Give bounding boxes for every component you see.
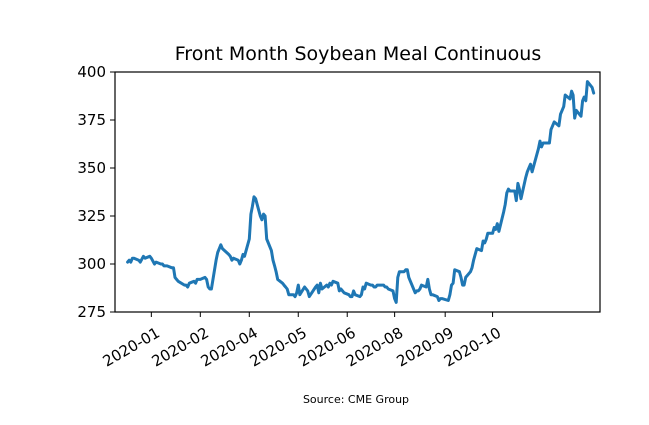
plot-frame xyxy=(114,71,601,313)
y-tick-label: 375 xyxy=(77,111,106,129)
x-axis: 2020-012020-022020-042020-052020-062020-… xyxy=(100,312,504,371)
source-note: Source: CME Group xyxy=(303,393,409,406)
y-tick-label: 325 xyxy=(77,207,106,225)
y-tick-label: 400 xyxy=(77,63,106,81)
chart-title: Front Month Soybean Meal Continuous xyxy=(175,43,541,65)
y-tick-label: 275 xyxy=(77,303,106,321)
y-tick-label: 350 xyxy=(77,159,106,177)
series-line xyxy=(126,80,596,304)
y-tick-label: 300 xyxy=(77,255,106,273)
y-axis: 275 300 325 350 375 400 xyxy=(77,63,115,321)
plot-area xyxy=(114,71,601,313)
plot-background xyxy=(115,72,600,312)
